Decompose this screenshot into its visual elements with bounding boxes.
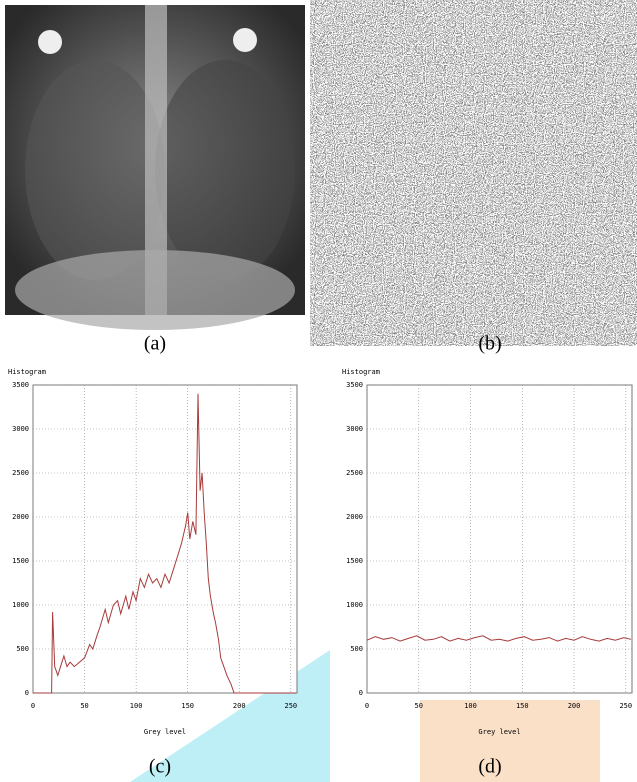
y-tick-label: 3000 bbox=[346, 425, 363, 433]
x-tick-label: 250 bbox=[619, 702, 632, 710]
plot-area bbox=[366, 384, 633, 694]
y-tick-label: 500 bbox=[350, 645, 363, 653]
histogram-line bbox=[33, 393, 296, 694]
x-tick-label: 0 bbox=[365, 702, 369, 710]
y-tick-label: 1000 bbox=[12, 601, 29, 609]
y-tick-label: 2500 bbox=[12, 469, 29, 477]
y-tick-label: 0 bbox=[25, 689, 29, 697]
caption: (a) bbox=[144, 333, 166, 355]
y-tick-label: 500 bbox=[16, 645, 29, 653]
plot-area bbox=[32, 384, 298, 694]
x-tick-label: 200 bbox=[233, 702, 246, 710]
caption: (d) bbox=[478, 756, 501, 778]
y-tick-label: 3000 bbox=[12, 425, 29, 433]
x-tick-label: 250 bbox=[284, 702, 297, 710]
y-tick-label: 3500 bbox=[346, 381, 363, 389]
caption: (b) bbox=[478, 333, 501, 355]
histogram-line bbox=[366, 635, 632, 642]
y-tick-label: 1500 bbox=[12, 557, 29, 565]
x-tick-label: 100 bbox=[130, 702, 143, 710]
watermark bbox=[420, 700, 600, 782]
chart-title: Histogram bbox=[342, 368, 380, 376]
x-tick-label: 50 bbox=[80, 702, 88, 710]
y-tick-label: 1000 bbox=[346, 601, 363, 609]
caption: (c) bbox=[149, 756, 171, 778]
y-tick-label: 2000 bbox=[12, 513, 29, 521]
x-tick-label: 0 bbox=[31, 702, 35, 710]
x-tick-label: 100 bbox=[464, 702, 477, 710]
y-tick-label: 2500 bbox=[346, 469, 363, 477]
x-axis-label: Grey level bbox=[478, 728, 520, 736]
xray-image bbox=[5, 5, 305, 330]
x-tick-label: 150 bbox=[181, 702, 194, 710]
y-tick-label: 1500 bbox=[346, 557, 363, 565]
x-axis-label: Grey level bbox=[144, 728, 186, 736]
x-tick-label: 50 bbox=[415, 702, 423, 710]
noise-image bbox=[340, 5, 637, 315]
y-tick-label: 2000 bbox=[346, 513, 363, 521]
y-tick-label: 3500 bbox=[12, 381, 29, 389]
x-tick-label: 150 bbox=[516, 702, 529, 710]
x-tick-label: 200 bbox=[568, 702, 581, 710]
y-tick-label: 0 bbox=[359, 689, 363, 697]
chart-title: Histogram bbox=[8, 368, 46, 376]
